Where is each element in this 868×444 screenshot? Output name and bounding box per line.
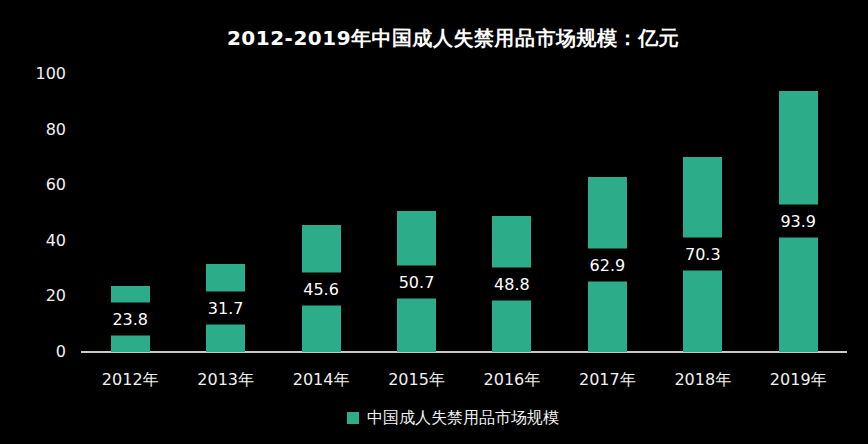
bar-chart: 2012-2019年中国成人失禁用品市场规模：亿元 0 20 40 60 80 100 2… — [0, 0, 868, 444]
x-axis-label-2019年: 2019年 — [753, 371, 843, 389]
bar-value-label: 70.3 — [681, 238, 725, 271]
x-axis-label-2012年: 2012年 — [85, 371, 175, 389]
bar-value-label: 31.7 — [204, 291, 248, 324]
bar-value-label: 45.6 — [299, 272, 343, 305]
bar-value-label: 50.7 — [395, 265, 439, 298]
y-axis-tick-label: 80 — [0, 121, 66, 139]
y-axis-tick-label: 40 — [0, 232, 66, 250]
x-axis-label-2015年: 2015年 — [372, 371, 462, 389]
y-axis-tick-label: 20 — [0, 287, 66, 305]
x-axis-label-2017年: 2017年 — [562, 371, 652, 389]
x-axis-label-2013年: 2013年 — [181, 371, 271, 389]
bar-2012年: 23.8 — [111, 286, 150, 352]
x-axis-label-2014年: 2014年 — [276, 371, 366, 389]
bar-2017年: 62.9 — [588, 177, 627, 352]
y-axis-tick-label: 100 — [0, 65, 66, 83]
y-axis-tick-label: 60 — [0, 176, 66, 194]
bar-2018年: 70.3 — [683, 157, 722, 352]
y-axis-tick-label: 0 — [0, 343, 66, 361]
x-axis-label-2016年: 2016年 — [467, 371, 557, 389]
bar-value-label: 93.9 — [776, 205, 820, 238]
bar-2019年: 93.9 — [779, 91, 818, 352]
bar-value-label: 23.8 — [108, 302, 152, 335]
bar-2014年: 45.6 — [302, 225, 341, 352]
bar-2016年: 48.8 — [492, 216, 531, 352]
legend-label: 中国成人失禁用品市场规模 — [367, 408, 559, 427]
bar-value-label: 48.8 — [490, 268, 534, 301]
x-axis-label-2018年: 2018年 — [658, 371, 748, 389]
bar-2015年: 50.7 — [397, 211, 436, 352]
bar-value-label: 62.9 — [586, 248, 630, 281]
legend-square-icon — [347, 412, 359, 424]
legend-item[interactable]: 中国成人失禁用品市场规模 — [347, 408, 559, 427]
chart-title: 2012-2019年中国成人失禁用品市场规模：亿元 — [227, 25, 679, 52]
x-axis-line — [81, 351, 847, 353]
bar-2013年: 31.7 — [206, 264, 245, 352]
